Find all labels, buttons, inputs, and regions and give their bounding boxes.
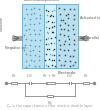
Bar [11,82,17,84]
Text: Electrode: Electrode [24,0,42,2]
Text: $C_{dl}$ is the capacitance of the electric double layer: $C_{dl}$ is the capacitance of the elect… [6,102,94,110]
Text: Ion parallel: Ion parallel [80,36,99,40]
Bar [44,4,56,68]
Bar [22,4,44,68]
Text: $C_{dl}$: $C_{dl}$ [26,72,34,80]
Text: Electrode: Electrode [58,71,76,75]
Bar [56,4,78,68]
Bar [47,95,53,97]
Text: Separator: Separator [40,0,60,2]
Bar [78,37,88,40]
Bar [46,82,54,84]
Text: $R_e+R_s$: $R_e+R_s$ [42,72,58,80]
Text: Activated carbon: Activated carbon [80,16,100,20]
Text: $C_{dl}$: $C_{dl}$ [66,72,74,80]
Text: $R_c$: $R_c$ [83,72,89,80]
Text: Negative ion: Negative ion [5,46,27,50]
Bar [12,37,22,40]
Text: $R_p$: $R_p$ [47,99,53,108]
Bar [83,82,89,84]
Text: $R_c$: $R_c$ [11,72,17,80]
Text: Collector: Collector [0,16,4,31]
